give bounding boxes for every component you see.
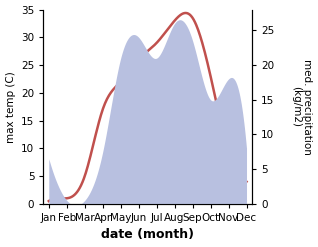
X-axis label: date (month): date (month) [101,228,194,242]
Y-axis label: med. precipitation
(kg/m2): med. precipitation (kg/m2) [291,59,313,155]
Y-axis label: max temp (C): max temp (C) [5,71,16,143]
